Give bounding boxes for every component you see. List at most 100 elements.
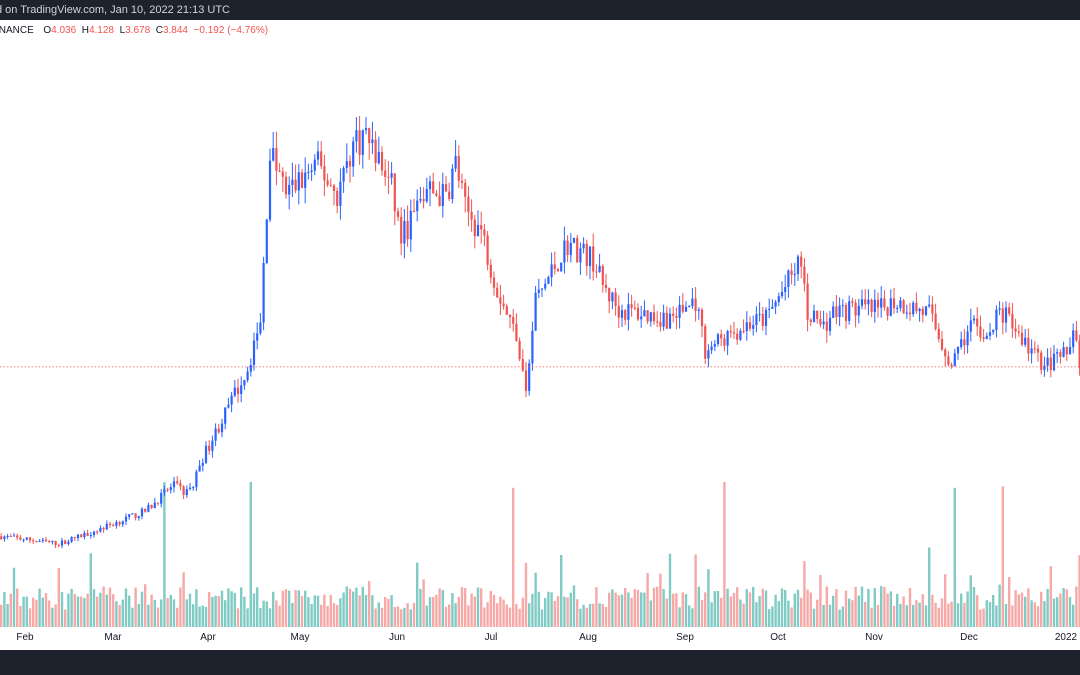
candle-body [681,304,684,312]
candle [611,291,614,310]
volume-bar [979,609,982,627]
volume-bar [1056,597,1059,627]
volume-bar [681,592,684,627]
candle-body [598,265,601,273]
candle-body [380,152,384,171]
volume-bar [537,591,540,627]
volume-bar [582,604,585,627]
candle-body [278,170,281,172]
candle [963,329,966,355]
volume-bar [995,605,998,627]
candle-body [502,303,505,307]
candle [652,304,656,325]
candle [956,346,960,360]
candle-body [697,309,700,311]
candle [825,312,828,343]
volume-bar [960,593,963,627]
volume-bar [547,591,550,627]
candle-body [883,298,886,308]
candle-body [704,326,707,359]
volume-bar [38,588,41,627]
candle [864,289,867,310]
candle [227,397,230,409]
candle [38,539,41,543]
candle-body [899,300,902,309]
volume-bar [544,598,547,627]
candle-body [652,312,656,322]
volume-bar [409,609,412,627]
candle-body [35,541,38,543]
candle-body [745,322,748,332]
candle [883,290,886,311]
candle-body [83,532,86,538]
volume-bar [428,597,432,627]
candle [448,182,451,202]
candle [678,296,681,329]
volume-bar [793,593,796,627]
candle [499,284,502,316]
candle [524,361,528,398]
candle-body [288,184,291,195]
volume-bar [384,596,387,627]
volume-bar [771,606,774,627]
volume-bar [825,586,828,627]
candle [140,506,144,520]
volume-bar [464,588,467,627]
candle-body [368,128,371,144]
volume-bar [460,587,464,627]
volume-bar [262,600,265,627]
candle [992,329,995,335]
candle-body [947,356,950,365]
volume-bar [297,590,300,627]
candle [185,485,188,498]
candle-body [425,189,428,202]
candle [720,329,723,346]
candle [643,300,646,317]
volume-bar [611,589,614,627]
candle-body [646,310,649,322]
volume-bar [787,600,790,627]
candle-body [1014,328,1017,332]
volume-bar [179,587,182,627]
candle [1024,328,1027,348]
candle-body [854,302,857,316]
candle [291,162,294,197]
candle [416,189,419,222]
candle-body [640,316,643,320]
price-chart[interactable]: Feb Mar Apr May Jun Jul Aug Sep Oct Nov Dec 2022 [0,20,1080,650]
candle [681,293,684,314]
volume-bar [473,596,476,627]
candle-body [64,540,67,545]
candle [12,532,16,537]
candle [464,178,467,213]
candle [233,379,236,398]
candle [912,300,915,317]
candle-body [668,313,672,329]
candle [585,239,588,276]
volume-bar [710,602,713,627]
volume-bar [195,589,198,627]
candle [425,177,428,204]
candle-body [163,489,166,493]
symbol-label[interactable]: INANCE [0,25,34,36]
candle [1017,324,1020,337]
candle [972,314,976,325]
candle-body [720,334,723,339]
candle [1062,341,1065,358]
volume-bar [246,608,249,627]
candle-body [294,179,297,191]
candle-body [1056,352,1059,354]
volume-bar [316,595,320,627]
candle-body [643,310,646,317]
candle [944,347,947,367]
candle [588,246,592,280]
candle [294,164,297,194]
candle-body [25,537,28,540]
candle-body [243,380,246,386]
volume-bar [908,588,912,627]
volume-bar [41,597,44,627]
candle-body [259,322,262,334]
volume-bar [448,604,451,627]
candle-body [512,317,515,324]
volume-bar [540,609,544,627]
